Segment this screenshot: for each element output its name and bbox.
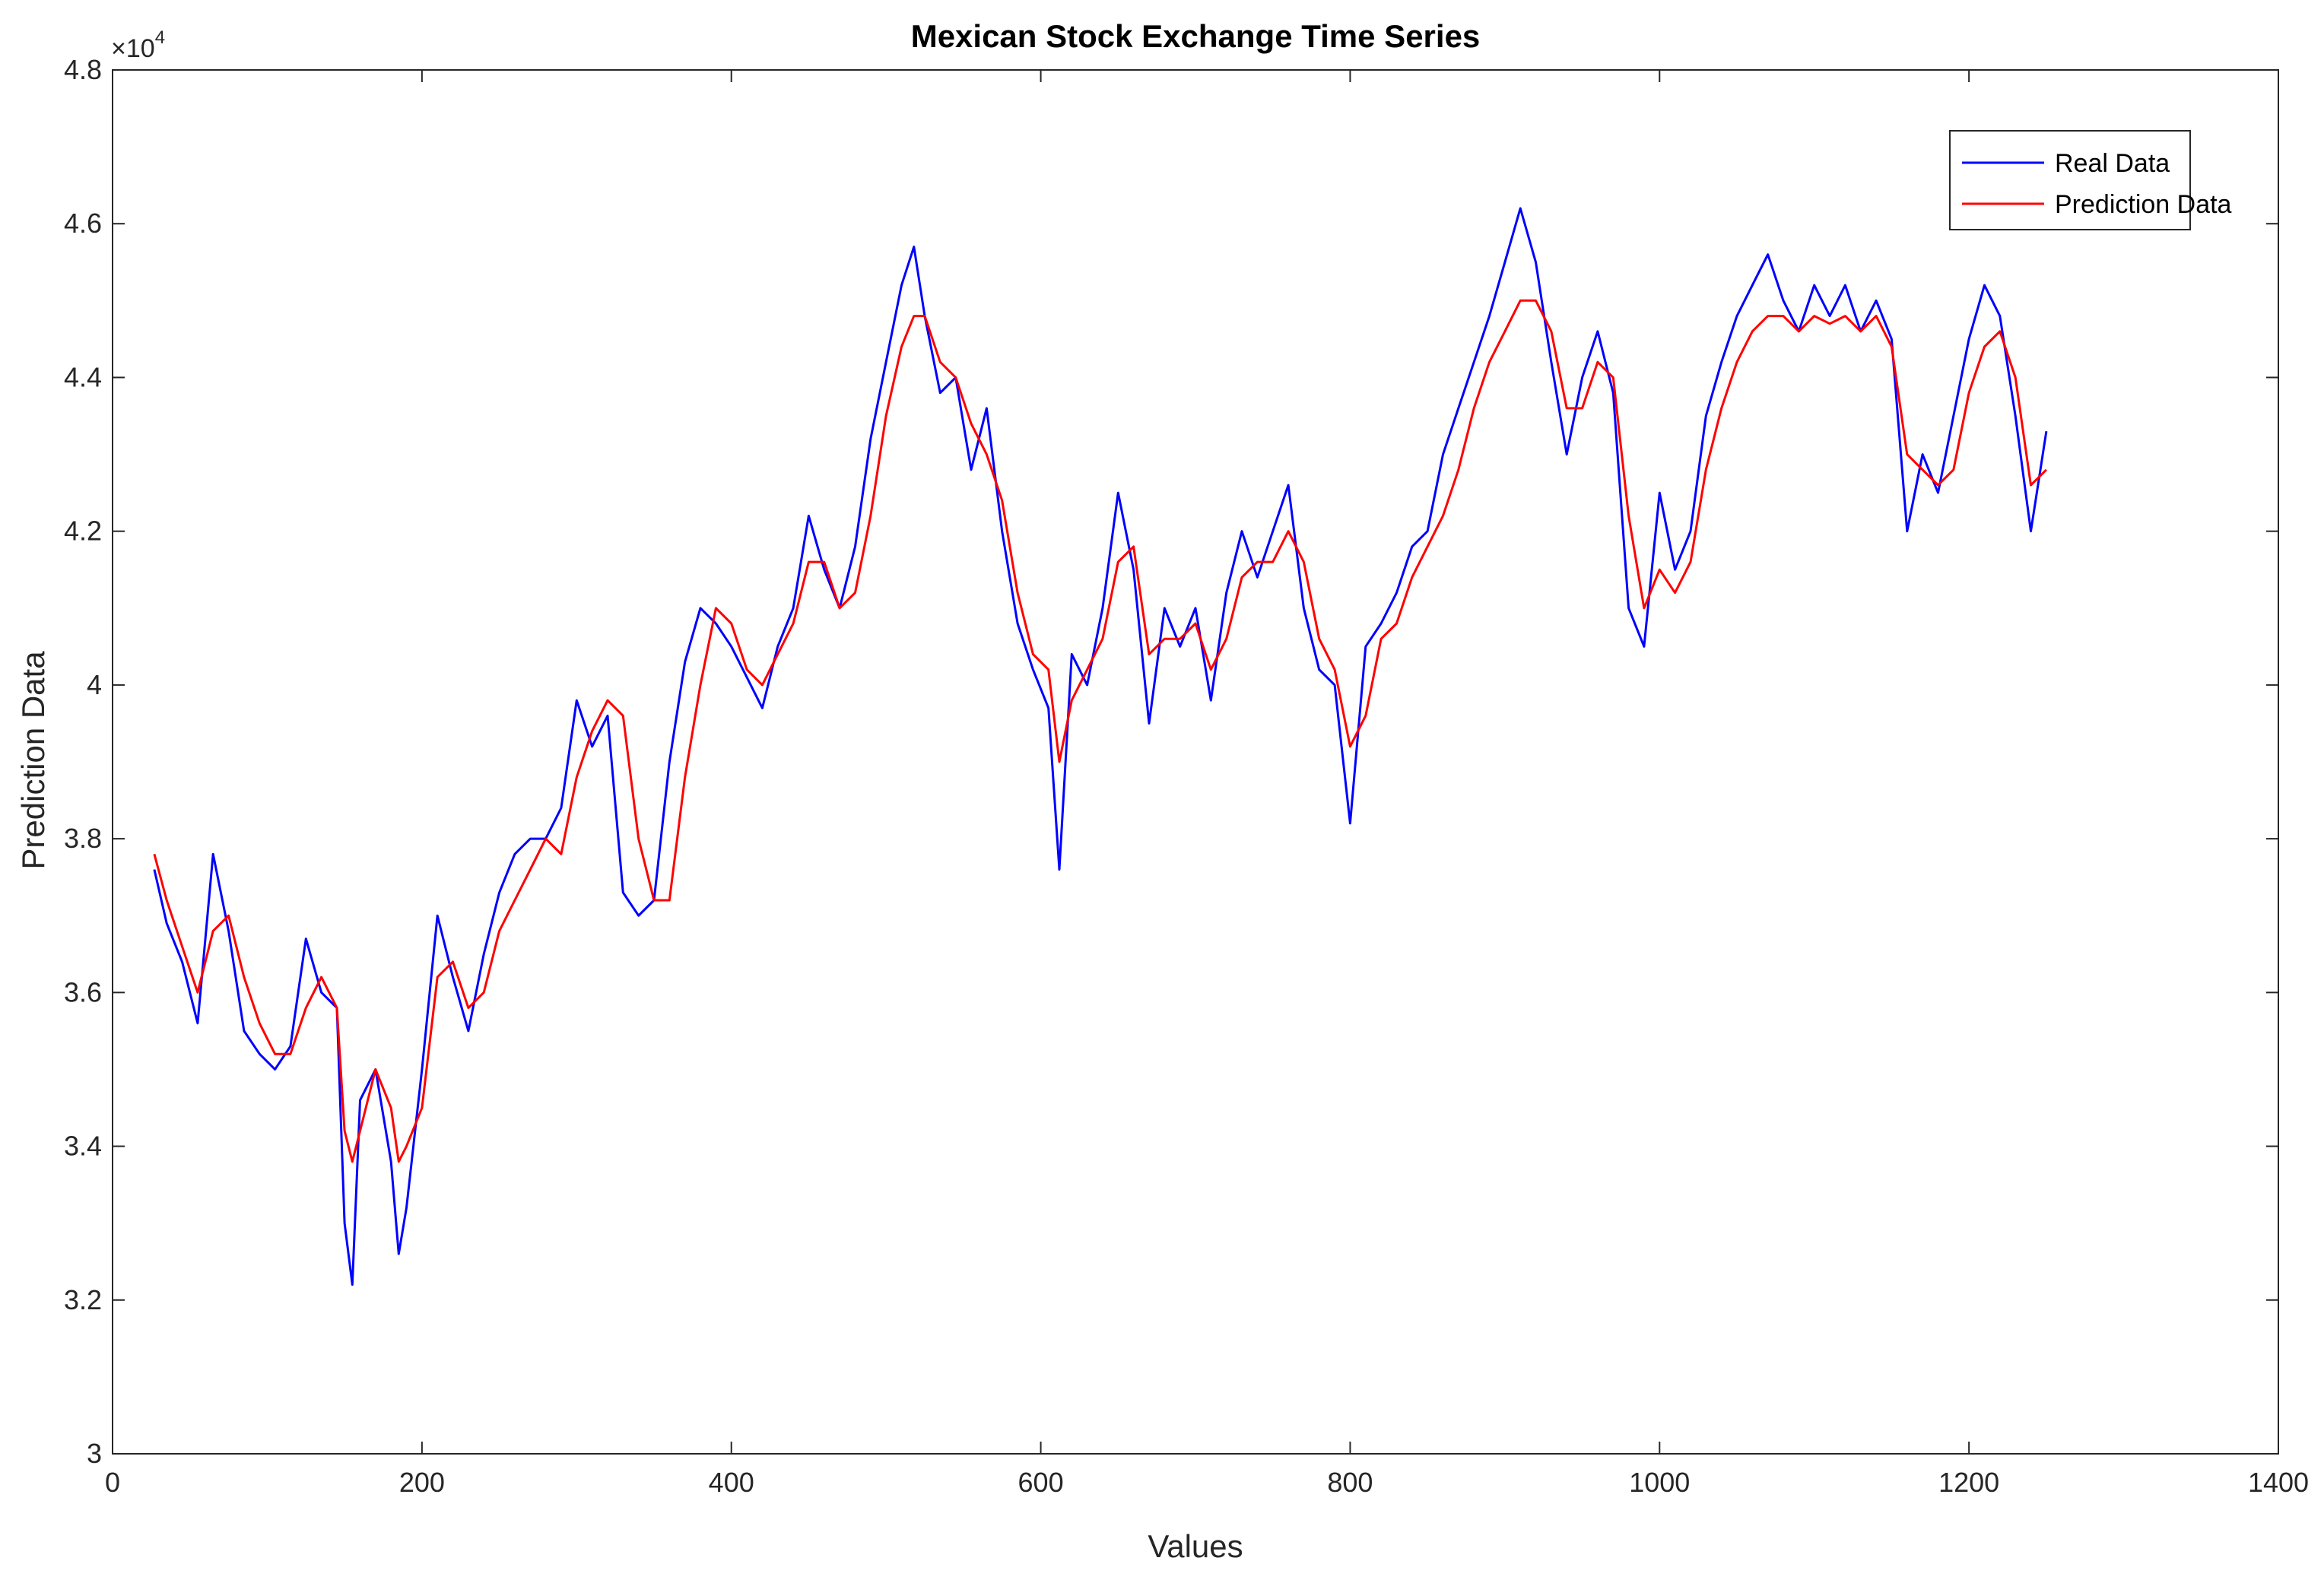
legend-label-0: Real Data xyxy=(2055,149,2170,178)
y-tick-label: 3.6 xyxy=(64,976,102,1007)
y-tick-label: 4.2 xyxy=(64,516,102,547)
x-tick-label: 1000 xyxy=(1629,1467,1690,1498)
x-tick-label: 1200 xyxy=(1938,1467,1999,1498)
y-exponent-base: ×10 xyxy=(111,34,155,63)
plot-frame xyxy=(112,69,2279,1455)
y-tick-label: 3.8 xyxy=(64,823,102,854)
x-tick-label: 0 xyxy=(105,1467,120,1498)
x-tick-label: 400 xyxy=(709,1467,754,1498)
legend: Real Data Prediction Data xyxy=(1949,130,2232,230)
legend-label-1: Prediction Data xyxy=(2055,190,2232,219)
axes: 0 200 400 600 800 1000 1200 1400 3 3.2 3.4 3.6 3.8 4 4… xyxy=(64,54,2309,1498)
y-tick-label: 4.6 xyxy=(64,208,102,239)
y-exponent-power: 4 xyxy=(155,27,165,48)
y-axis-exponent: ×104 xyxy=(111,27,165,63)
series-line-0 xyxy=(153,207,2048,1287)
plot-area xyxy=(153,207,2048,1287)
series-line-1 xyxy=(153,299,2047,1163)
chart-title: Mexican Stock Exchange Time Series xyxy=(911,18,1481,54)
y-tick-label: 3 xyxy=(87,1438,102,1469)
y-tick-label: 3.2 xyxy=(64,1284,102,1315)
x-tick-label: 200 xyxy=(399,1467,445,1498)
y-tick-label: 4.8 xyxy=(64,54,102,85)
y-tick-label: 4.4 xyxy=(64,361,102,392)
y-axis-label: Prediction Data xyxy=(15,651,51,870)
x-axis-label: Values xyxy=(1148,1528,1243,1564)
x-tick-label: 800 xyxy=(1327,1467,1373,1498)
x-tick-label: 1400 xyxy=(2248,1467,2309,1498)
y-tick-label: 4 xyxy=(87,669,102,700)
legend-box xyxy=(1949,130,2191,230)
y-tick-label: 3.4 xyxy=(64,1131,102,1162)
x-tick-label: 600 xyxy=(1018,1467,1064,1498)
